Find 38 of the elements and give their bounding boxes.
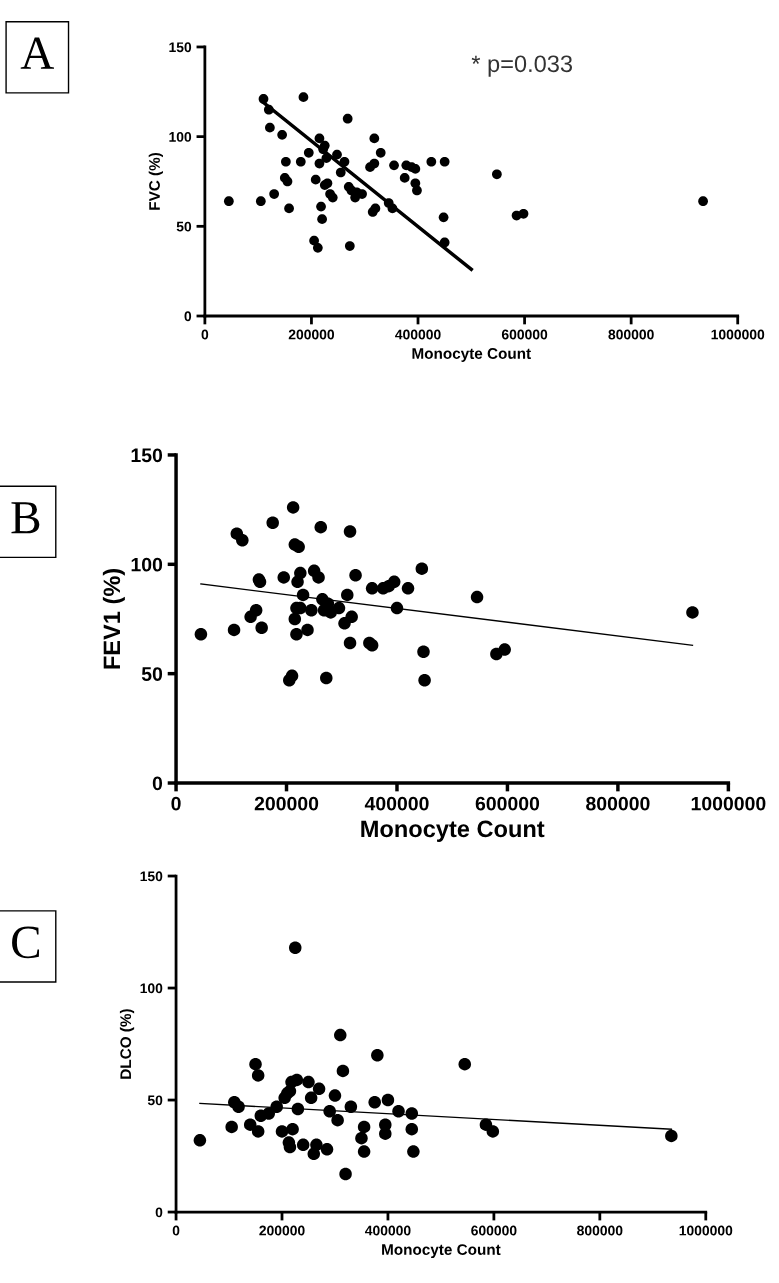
y-tick-label: 100 (140, 983, 163, 994)
x-tick-label: 600000 (501, 329, 548, 340)
y-tick-label: 0 (152, 776, 163, 791)
text: A (20, 37, 55, 69)
y-axis-title: DLCO (%) (119, 1009, 135, 1079)
y-tick-label: 0 (184, 311, 192, 322)
x-axis-title: Monocyte Count (382, 1244, 501, 1258)
annotation: * p=0.033 (471, 55, 573, 77)
y-axis-title: FEV1 (%) (102, 568, 125, 669)
y-tick-label: 50 (147, 1095, 163, 1106)
y-tick-label: 50 (176, 221, 192, 232)
x-tick-label: 600000 (475, 796, 540, 811)
x-axis-title: Monocyte Count (361, 820, 545, 842)
x-tick-label: 200000 (259, 1225, 305, 1236)
x-tick-label: 1000000 (679, 1225, 733, 1236)
x-tick-label: 400000 (395, 329, 441, 340)
text: C (12, 926, 40, 959)
x-tick-label: 400000 (364, 796, 429, 811)
text: B (11, 502, 40, 534)
x-tick-label: 800000 (586, 796, 650, 811)
x-tick-label: 400000 (364, 1225, 411, 1236)
x-tick-label: 0 (201, 329, 209, 340)
y-tick-label: 50 (141, 667, 163, 681)
y-tick-label: 150 (140, 871, 163, 882)
x-tick-label: 200000 (288, 329, 335, 340)
y-tick-label: 0 (155, 1207, 163, 1218)
x-tick-label: 1000000 (711, 329, 765, 340)
x-tick-label: 800000 (608, 329, 654, 340)
x-tick-label: 600000 (471, 1225, 517, 1236)
y-tick-label: 150 (169, 42, 192, 53)
y-tick-label: 100 (131, 557, 163, 572)
x-tick-label: 200000 (254, 796, 319, 811)
y-tick-label: 150 (131, 448, 163, 463)
x-axis-title: Monocyte Count (412, 348, 531, 362)
y-axis-title: FVC (%) (148, 152, 163, 210)
x-tick-label: 800000 (577, 1225, 623, 1236)
x-tick-label: 1000000 (691, 796, 766, 811)
y-tick-label: 100 (169, 131, 192, 142)
